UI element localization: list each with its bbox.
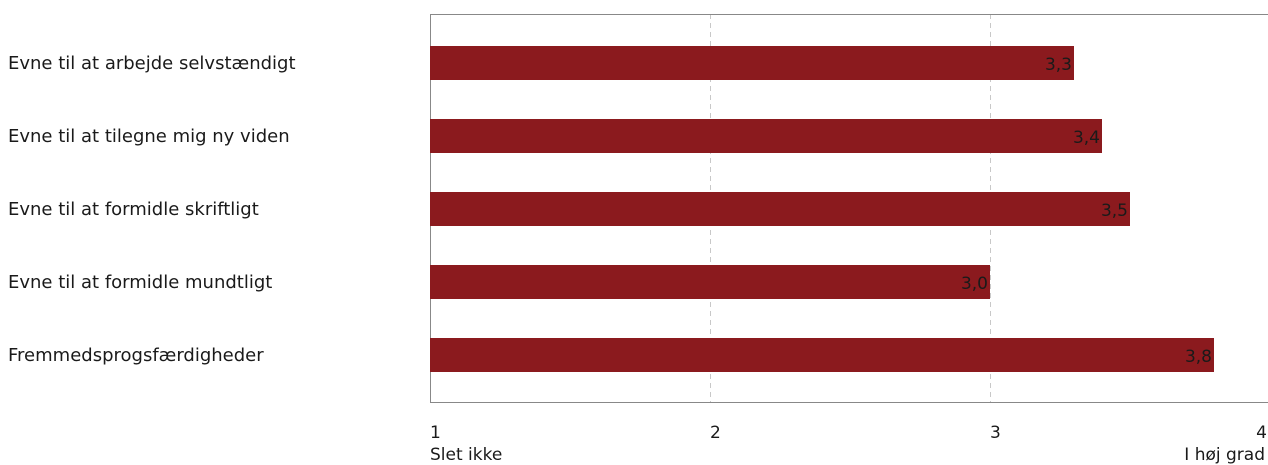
bar-5 — [430, 338, 1214, 372]
bars-layer: 3,3 3,4 3,5 3,0 3,8 — [430, 46, 1214, 372]
bar-value-label-5: 3,8 — [1185, 347, 1212, 367]
bar-1 — [430, 46, 1074, 80]
scale-min-label: Slet ikke — [430, 445, 502, 465]
category-label-3: Evne til at formidle skriftligt — [8, 199, 259, 220]
x-tick-label-1: 1 — [430, 423, 441, 443]
bar-value-label-1: 3,3 — [1045, 55, 1072, 75]
bar-2 — [430, 119, 1102, 153]
bar-3 — [430, 192, 1130, 226]
x-tick-label-3: 3 — [990, 423, 1001, 443]
category-label-1: Evne til at arbejde selvstændigt — [8, 53, 296, 74]
category-label-2: Evne til at tilegne mig ny viden — [8, 126, 290, 147]
x-axis-ticks: 1 2 3 4 — [430, 423, 1267, 443]
bar-value-label-2: 3,4 — [1073, 128, 1100, 148]
bar-value-label-3: 3,5 — [1101, 201, 1128, 221]
x-tick-label-4: 4 — [1256, 423, 1267, 443]
scale-max-label: I høj grad — [1184, 445, 1265, 465]
category-label-5: Fremmedsprogsfærdigheder — [8, 345, 264, 366]
x-tick-label-2: 2 — [710, 423, 721, 443]
category-label-4: Evne til at formidle mundtligt — [8, 272, 272, 293]
category-labels: Evne til at arbejde selvstændigt Evne til… — [8, 53, 296, 366]
bar-value-label-4: 3,0 — [961, 274, 988, 294]
bar-4 — [430, 265, 990, 299]
